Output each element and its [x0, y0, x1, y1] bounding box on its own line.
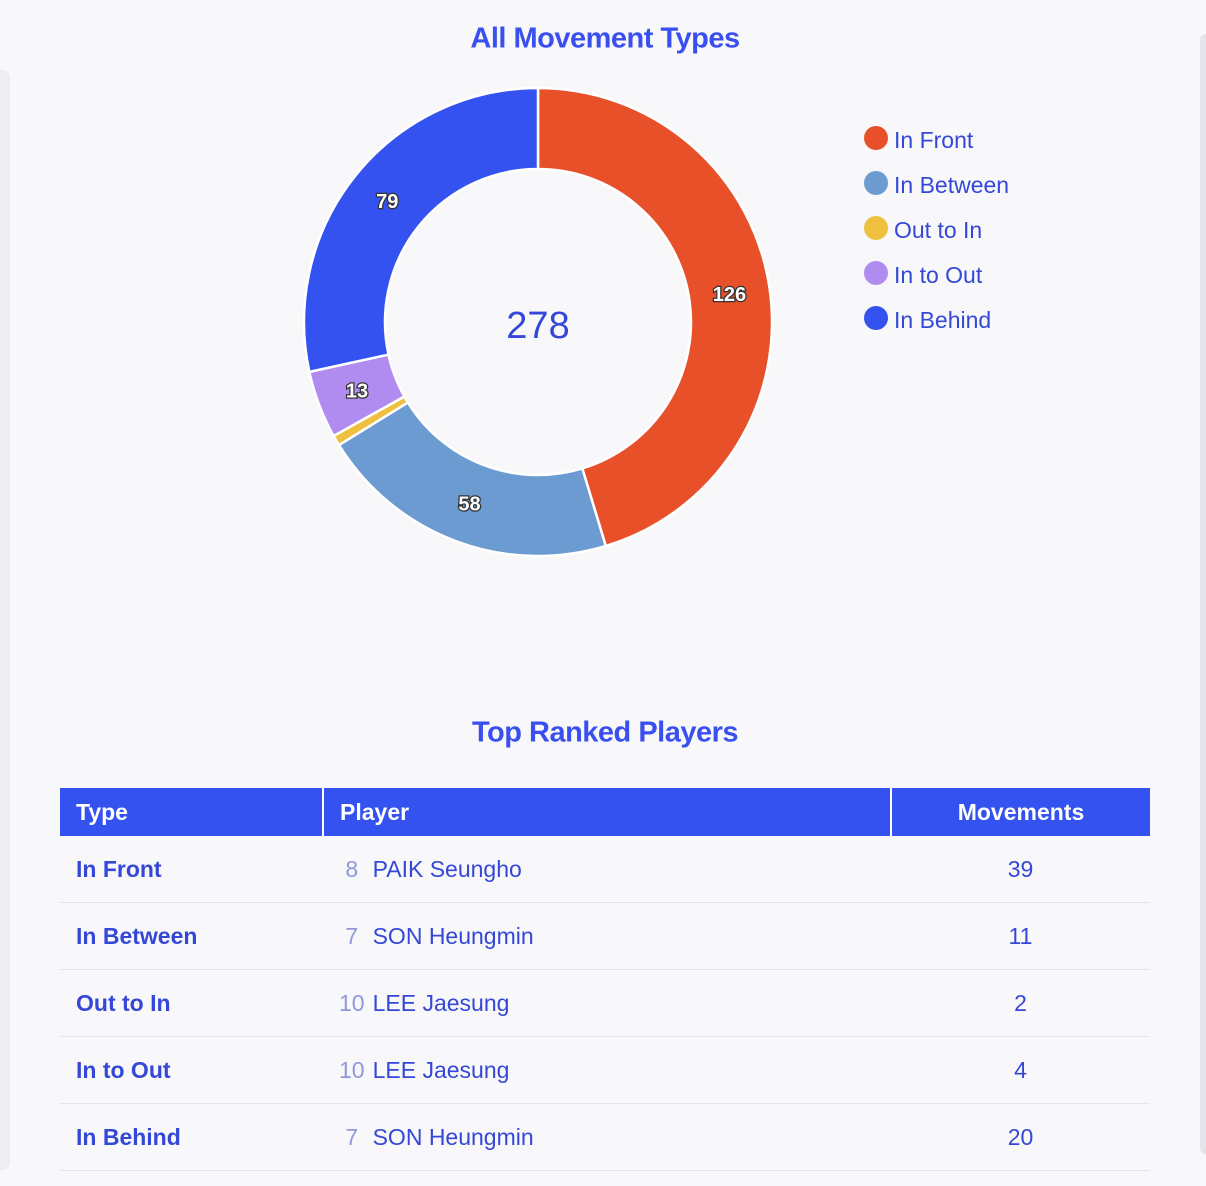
- cell-mov: 2: [891, 969, 1150, 1037]
- cell-num: 10: [323, 1036, 369, 1104]
- cell-num: 7: [323, 902, 369, 970]
- cell-name: SON Heungmin: [368, 1103, 891, 1171]
- header-cell: Movements: [891, 788, 1150, 836]
- players-table: Type Player Movements In Front 8 PAIK Seun…: [60, 788, 1150, 1171]
- cell-name: LEE Jaesung: [368, 1036, 891, 1104]
- cell-name: LEE Jaesung: [368, 969, 891, 1037]
- cell-type: Out to In: [60, 969, 323, 1037]
- scrollbar: [1200, 34, 1206, 1154]
- slice-label: 126: [713, 284, 746, 306]
- cell-num: 7: [323, 1103, 369, 1171]
- table-row: In Front 8 PAIK Seungho 39: [60, 836, 1150, 903]
- legend-swatch: [864, 261, 888, 285]
- slice-label: 58: [458, 493, 480, 515]
- cell-mov: 4: [891, 1036, 1150, 1104]
- legend-swatch: [864, 126, 888, 150]
- header-cell: Player: [323, 788, 892, 836]
- slice-label: 13: [346, 381, 368, 403]
- header-row: Type Player Movements: [60, 788, 1150, 836]
- legend-swatch: [864, 216, 888, 240]
- cell-num: 10: [323, 969, 369, 1037]
- slice: [302, 86, 540, 374]
- cell-num: 8: [323, 836, 369, 903]
- chart-title: All Movement Types: [470, 23, 739, 55]
- cell-type: In Behind: [60, 1103, 323, 1171]
- legend-swatch: [864, 306, 888, 330]
- cell-type: In Front: [60, 836, 323, 903]
- cell-mov: 20: [891, 1103, 1150, 1171]
- slice: [536, 86, 774, 548]
- legend-label: In to Out: [894, 262, 983, 288]
- legend-label: Out to In: [894, 217, 982, 243]
- chart: All Movement Types Top Ranked Players 27…: [302, 23, 1009, 749]
- table-row: In to Out 10 LEE Jaesung 4: [60, 1036, 1150, 1104]
- legend-label: In Behind: [894, 307, 991, 333]
- cell-mov: 39: [891, 836, 1150, 903]
- cell-name: PAIK Seungho: [368, 836, 891, 903]
- legend-label: In Between: [894, 172, 1009, 198]
- cell-type: In Between: [60, 902, 323, 970]
- table-title: Top Ranked Players: [472, 717, 738, 749]
- panel-edge: [0, 70, 10, 1170]
- slice-label: 79: [376, 191, 398, 213]
- cell-type: In to Out: [60, 1036, 323, 1104]
- cell-name: SON Heungmin: [368, 902, 891, 970]
- table-row: Out to In 10 LEE Jaesung 2: [60, 969, 1150, 1037]
- slice: [337, 400, 608, 558]
- cell-mov: 11: [891, 902, 1150, 970]
- table-row: In Behind 7 SON Heungmin 20: [60, 1103, 1150, 1171]
- legend-swatch: [864, 171, 888, 195]
- header-cell: Type: [60, 788, 324, 836]
- table-row: In Between 7 SON Heungmin 11: [60, 902, 1150, 970]
- legend-label: In Front: [894, 127, 974, 153]
- total: 278: [506, 305, 569, 347]
